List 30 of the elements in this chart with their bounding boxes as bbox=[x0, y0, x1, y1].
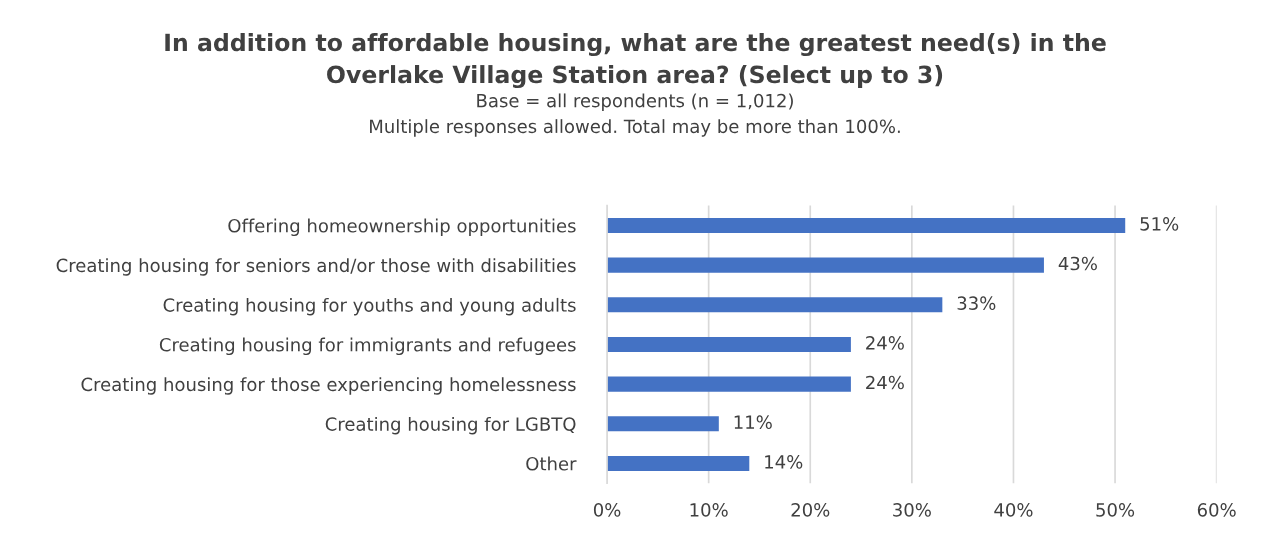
data-label: 51% bbox=[1140, 217, 1179, 231]
y-tick-label: Creating housing for LGBTQ bbox=[325, 416, 576, 435]
bar bbox=[607, 297, 943, 313]
data-label: 14% bbox=[765, 455, 803, 469]
y-tick-label: Creating housing for seniors and/or those with disabilities bbox=[56, 258, 576, 276]
x-tick-label: 20% bbox=[791, 503, 830, 517]
data-label: 24% bbox=[866, 375, 904, 390]
x-tick-label: 10% bbox=[690, 503, 728, 517]
data-label: 11% bbox=[734, 415, 772, 430]
bar bbox=[607, 257, 1044, 273]
y-tick-label: Creating housing for immigrants and refugees bbox=[159, 337, 576, 356]
y-tick-label: Creating housing for those experiencing homelessness bbox=[81, 377, 576, 395]
y-tick-label: Other bbox=[526, 456, 577, 471]
bar bbox=[607, 217, 1126, 233]
x-tick-label: 0% bbox=[593, 503, 621, 517]
data-label: 24% bbox=[866, 336, 904, 350]
chart-title: In addition to affordable housing, what are the greatest need(s) in the Overlake Village Station area? (Select up to 3) bbox=[165, 33, 1106, 89]
chart-subtitle: Base = all respondents (n = 1,012) Multiple responses allowed. Total may be more than 100%. bbox=[370, 93, 900, 137]
data-label: 43% bbox=[1058, 256, 1097, 271]
x-tick-label: 60% bbox=[1197, 503, 1236, 517]
bar bbox=[607, 455, 750, 471]
y-tick-label: Offering homeownership opportunities bbox=[228, 218, 576, 237]
bar bbox=[607, 376, 851, 392]
x-tick-label: 50% bbox=[1096, 503, 1135, 517]
y-tick-label: Creating housing for youths and young adults bbox=[163, 297, 576, 316]
bar bbox=[607, 416, 719, 432]
bar bbox=[607, 336, 851, 352]
x-tick-label: 40% bbox=[994, 503, 1033, 517]
x-tick-label: 30% bbox=[893, 503, 931, 517]
data-label: 33% bbox=[957, 296, 996, 310]
